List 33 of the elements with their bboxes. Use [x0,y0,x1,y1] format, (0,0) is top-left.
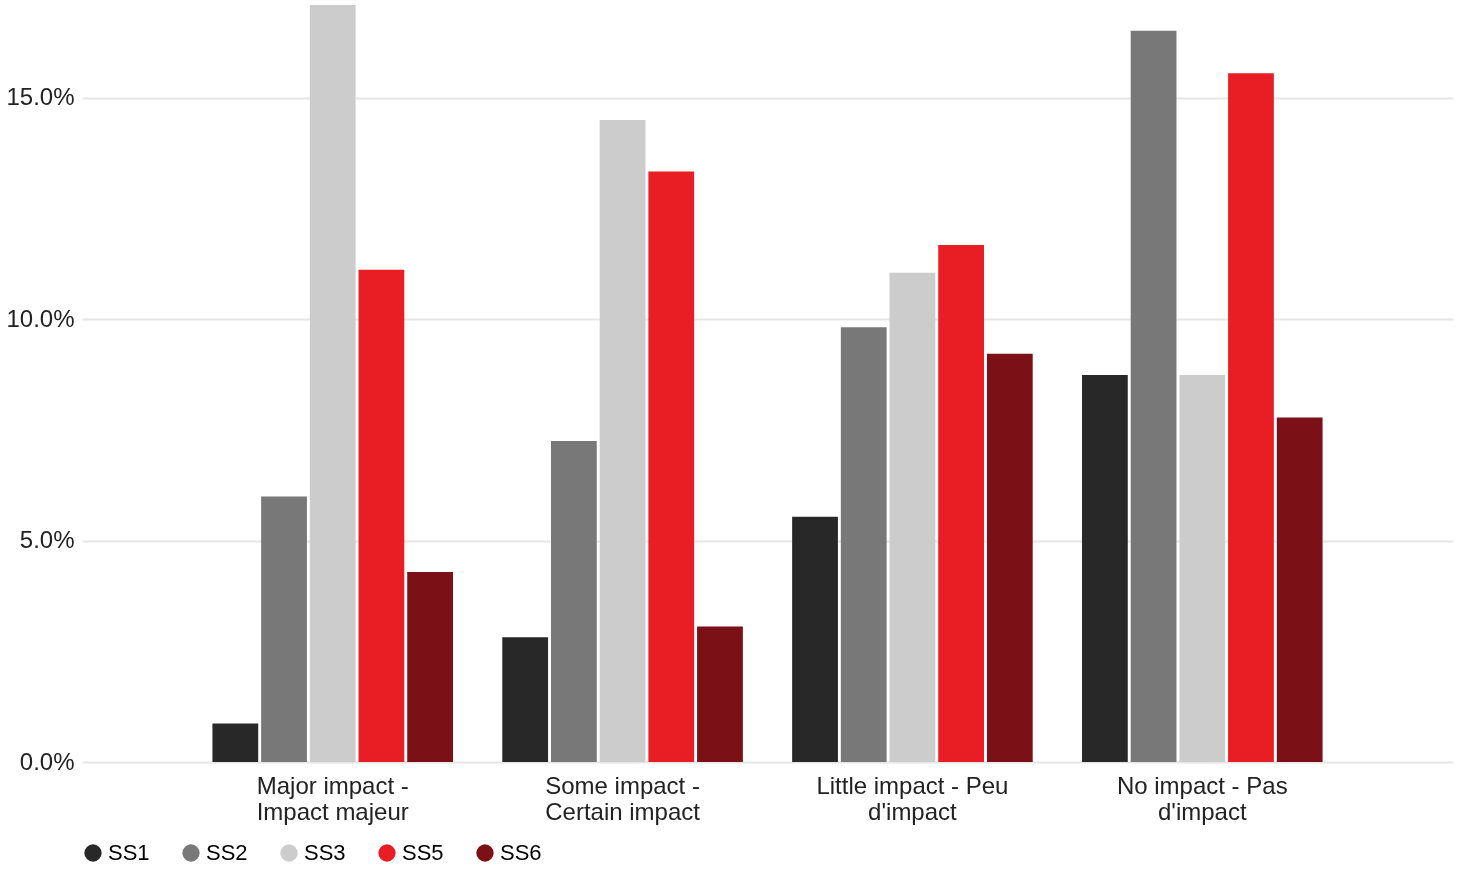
x-tick-label: Little impact - Peu d'impact [816,771,1009,825]
bar [212,723,259,762]
bar [1081,375,1128,762]
bar [1130,30,1177,762]
bar [840,327,887,762]
legend-label: SS3 [304,840,346,865]
x-tick-label: Major impact - Impact majeur [256,771,409,825]
bar [1179,375,1226,762]
bar [792,516,838,762]
legend-label: SS6 [500,840,542,865]
bar [648,171,695,762]
y-tick-label: 10.0% [6,304,75,332]
x-tick-label: Some impact - Certain impact [545,771,701,825]
bar [407,572,454,762]
bar [938,244,985,762]
bar [599,120,646,762]
y-tick-label: 5.0% [19,526,75,554]
legend-label: SS2 [206,840,248,865]
bar [697,626,743,762]
bar [550,441,597,762]
bar [309,5,356,762]
bar [986,353,1033,762]
bar [261,496,307,762]
legend-label: SS1 [108,840,150,865]
bar [358,269,405,762]
legend-label: SS5 [402,840,444,865]
x-tick-label: No impact - Pas d'impact [1116,771,1288,825]
y-tick-label: 0.0% [19,747,75,775]
bar [1228,73,1274,762]
y-tick-label: 15.0% [6,83,75,111]
bar [889,272,936,762]
bar [1276,417,1323,762]
bar [502,637,549,762]
